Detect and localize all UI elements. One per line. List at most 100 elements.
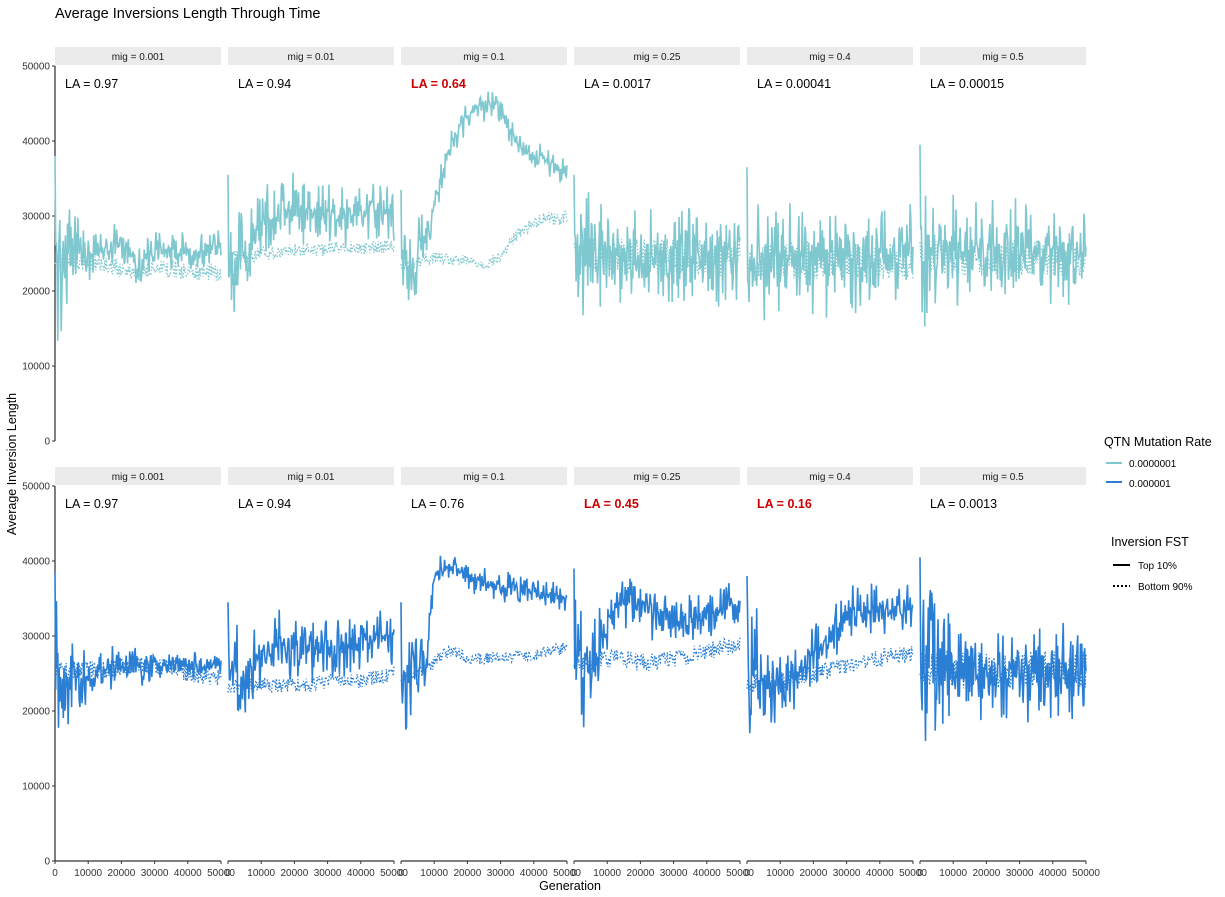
facet-panel: mig = 0.25 LA = 0.0017: [573, 47, 741, 316]
x-tick-label: 50000: [726, 868, 754, 879]
legend: QTN Mutation Rate 0.0000001 0.000001 Inv…: [1104, 435, 1212, 593]
x-tick-label: 40000: [866, 868, 894, 879]
facet-strip: [574, 467, 740, 485]
x-tick-label: 20000: [453, 868, 481, 879]
la-annotation: LA = 0.16: [757, 497, 812, 511]
facet-strip: [920, 47, 1086, 65]
facet-panel: mig = 0.01 LA = 0.94 0 10000 20000 30000 40000…: [225, 467, 408, 879]
series-line-top-10: [54, 155, 222, 341]
x-tick-label: 40000: [520, 868, 548, 879]
x-tick-label: 30000: [1006, 868, 1034, 879]
facet-panel: mig = 0.4 LA = 0.00041: [746, 47, 914, 321]
la-annotation: LA = 0.00041: [757, 77, 831, 91]
y-tick-label: 10000: [22, 782, 50, 793]
x-tick-label: 0: [398, 868, 404, 879]
facet-panel: mig = 0.1 LA = 0.76 0 10000 20000 30000 40000 5…: [398, 467, 581, 879]
facet-strip-label: mig = 0.1: [463, 472, 505, 483]
facet-panel: mig = 0.5 LA = 0.00015: [919, 47, 1087, 327]
x-tick-label: 20000: [972, 868, 1000, 879]
y-tick-label: 20000: [22, 287, 50, 298]
x-tick-label: 0: [744, 868, 750, 879]
x-tick-label: 20000: [280, 868, 308, 879]
x-tick-label: 30000: [487, 868, 515, 879]
x-axis: 0 10000 20000 30000 40000 50000: [52, 860, 235, 879]
series-line-top-10: [400, 91, 568, 301]
facet-strip-label: mig = 0.001: [112, 52, 165, 63]
legend-label-top: Top 10%: [1138, 561, 1177, 572]
y-axis-title: Average Inversion Length: [5, 393, 19, 535]
legend-label-bottom: Bottom 90%: [1138, 582, 1193, 593]
x-tick-label: 50000: [1072, 868, 1100, 879]
x-axis: 0 10000 20000 30000 40000 50000: [398, 860, 581, 879]
facet-row-2: 0 10000 20000 30000 40000 50000 mig = 0.001 LA …: [22, 467, 1100, 879]
facet-strip: [920, 467, 1086, 485]
x-tick-label: 20000: [107, 868, 135, 879]
facet-strip: [747, 467, 913, 485]
series-line-bottom-90: [400, 210, 568, 271]
series-line-bottom-90: [54, 252, 222, 281]
y-tick-label: 20000: [22, 707, 50, 718]
series-line-top-10: [573, 568, 741, 728]
x-tick-label: 10000: [420, 868, 448, 879]
y-tick-label: 40000: [22, 557, 50, 568]
x-tick-label: 40000: [1039, 868, 1067, 879]
x-tick-label: 50000: [207, 868, 235, 879]
series-line-top-10: [919, 144, 1087, 327]
facet-panel: mig = 0.25 LA = 0.45 0 10000 20000 30000 40000…: [571, 467, 754, 879]
series-line-top-10: [400, 555, 568, 730]
facet-panel: mig = 0.1 LA = 0.64: [400, 47, 568, 301]
x-tick-label: 10000: [74, 868, 102, 879]
series-line-bottom-90: [400, 642, 568, 683]
facet-strip: [401, 47, 567, 65]
x-tick-label: 40000: [693, 868, 721, 879]
series-line-top-10: [227, 602, 395, 713]
series-line-top-10: [54, 572, 222, 728]
series-line-top-10: [746, 575, 914, 734]
legend-title-inversion-fst: Inversion FST: [1111, 535, 1189, 549]
y-tick-label: 50000: [22, 62, 50, 73]
x-axis: 0 10000 20000 30000 40000 50000: [744, 860, 927, 879]
facet-strip-label: mig = 0.1: [463, 52, 505, 63]
facet-strip-label: mig = 0.01: [288, 52, 335, 63]
facet-panel: mig = 0.001 LA = 0.97: [54, 47, 222, 341]
series-line-top-10: [746, 167, 914, 321]
facet-strip: [401, 467, 567, 485]
x-axis: 0 10000 20000 30000 40000 50000: [571, 860, 754, 879]
x-tick-label: 0: [917, 868, 923, 879]
x-axis: 0 10000 20000 30000 40000 50000: [225, 860, 408, 879]
la-annotation: LA = 0.76: [411, 497, 464, 511]
x-tick-label: 30000: [660, 868, 688, 879]
facet-panel: mig = 0.4 LA = 0.16 0 10000 20000 30000 40000 5…: [744, 467, 927, 879]
legend-title-mutation-rate: QTN Mutation Rate: [1104, 435, 1212, 449]
la-annotation: LA = 0.94: [238, 77, 291, 91]
y-tick-label: 40000: [22, 137, 50, 148]
y-tick-label: 10000: [22, 362, 50, 373]
series-line-top-10: [919, 557, 1087, 742]
y-tick-label: 0: [44, 857, 50, 868]
facet-strip-label: mig = 0.25: [634, 472, 681, 483]
x-tick-label: 40000: [174, 868, 202, 879]
legend-label-high-rate: 0.000001: [1129, 479, 1171, 490]
la-annotation: LA = 0.64: [411, 77, 466, 91]
la-annotation: LA = 0.97: [65, 497, 118, 511]
la-annotation: LA = 0.00015: [930, 77, 1004, 91]
facet-strip: [228, 47, 394, 65]
x-tick-label: 50000: [380, 868, 408, 879]
x-tick-label: 0: [52, 868, 58, 879]
facet-strip-label: mig = 0.5: [982, 472, 1024, 483]
la-annotation: LA = 0.94: [238, 497, 291, 511]
legend-label-low-rate: 0.0000001: [1129, 459, 1177, 470]
x-axis-title: Generation: [539, 879, 601, 893]
facet-strip-label: mig = 0.5: [982, 52, 1024, 63]
facet-strip-label: mig = 0.001: [112, 472, 165, 483]
x-tick-label: 0: [571, 868, 577, 879]
x-tick-label: 10000: [593, 868, 621, 879]
facet-panel: mig = 0.001 LA = 0.97 0 10000 20000 30000 4000…: [52, 467, 235, 879]
la-annotation: LA = 0.0017: [584, 77, 651, 91]
series-line-bottom-90: [54, 655, 222, 686]
y-axis: 0 10000 20000 30000 40000 50000: [22, 62, 56, 448]
la-annotation: LA = 0.45: [584, 497, 639, 511]
x-tick-label: 50000: [899, 868, 927, 879]
facet-strip: [228, 467, 394, 485]
